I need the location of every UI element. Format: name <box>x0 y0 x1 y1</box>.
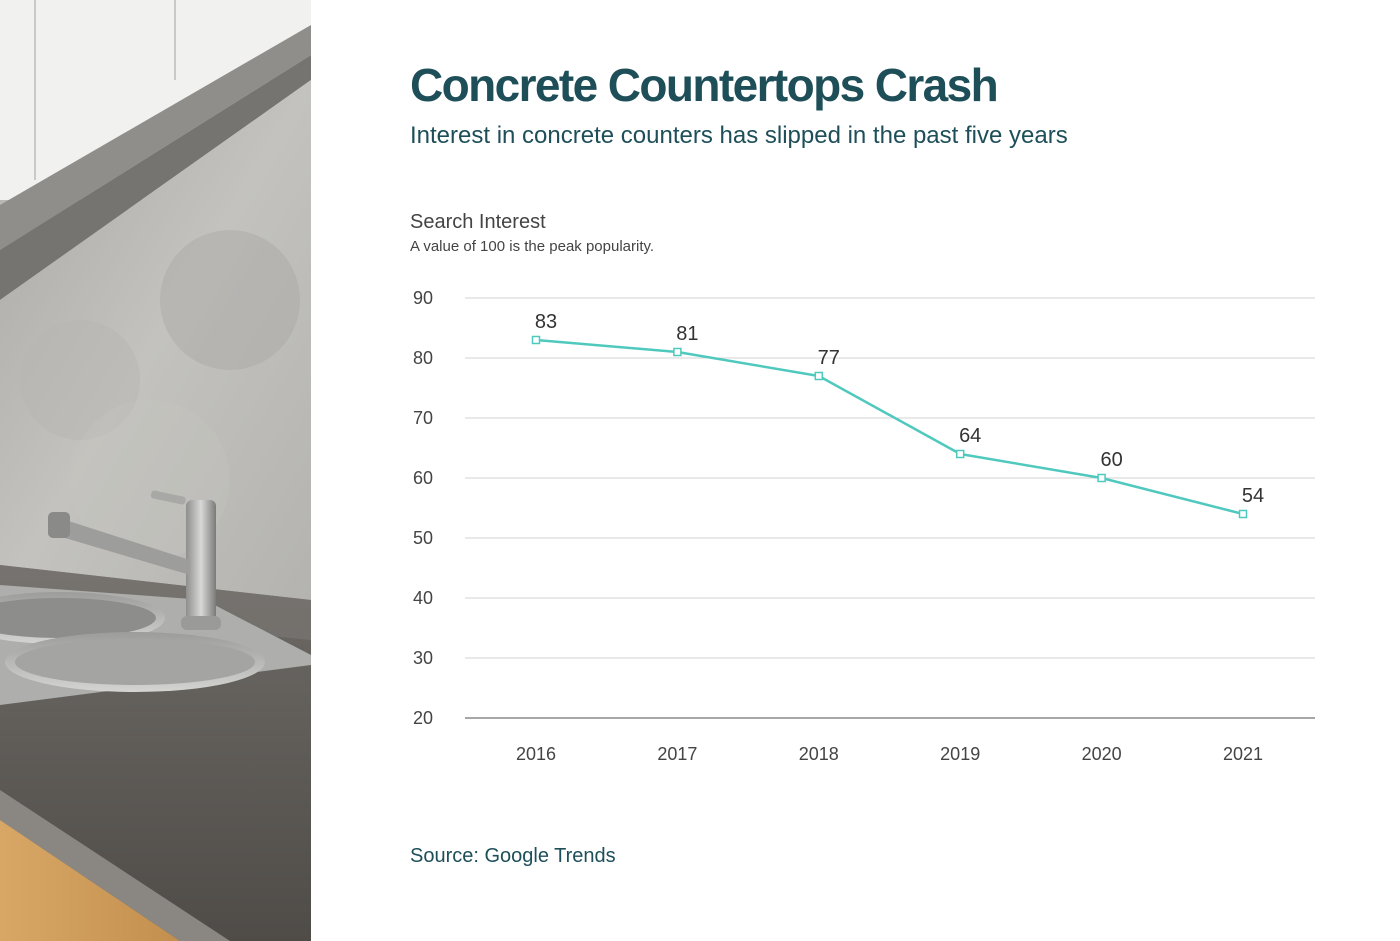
data-point-marker <box>955 449 965 459</box>
page-title: Concrete Countertops Crash <box>410 59 999 111</box>
data-label: 77 <box>818 347 840 369</box>
series-line <box>535 338 1244 516</box>
y-tick-label: 30 <box>413 648 433 668</box>
data-label: 83 <box>535 311 557 333</box>
chart-title: Search Interest <box>410 211 546 233</box>
y-tick-label: 50 <box>413 528 433 548</box>
kitchen-photo <box>0 0 311 941</box>
y-tick-label: 60 <box>413 468 433 488</box>
x-axis-tick-labels: 2016 2017 2018 2019 2020 2021 <box>516 744 1263 764</box>
chart-subtitle: A value of 100 is the peak popularity. <box>410 238 655 255</box>
data-point-marker <box>531 335 541 345</box>
x-tick-label: 2020 <box>1082 744 1122 764</box>
x-tick-label: 2019 <box>940 744 980 764</box>
data-labels: 83 81 77 64 60 54 <box>535 311 1264 507</box>
data-point-marker <box>673 347 682 357</box>
x-tick-label: 2017 <box>657 744 697 764</box>
data-label: 81 <box>676 323 698 345</box>
chart-panel: Concrete Countertops Crash Interest in c… <box>311 0 1400 941</box>
x-tick-label: 2016 <box>516 744 556 764</box>
y-tick-label: 80 <box>413 348 433 368</box>
source-note: Source: Google Trends <box>410 845 616 867</box>
data-label: 60 <box>1100 449 1122 471</box>
y-axis-tick-labels: 20 30 40 50 60 70 80 90 <box>413 288 433 728</box>
y-tick-label: 40 <box>413 588 433 608</box>
x-tick-label: 2018 <box>799 744 839 764</box>
gridlines <box>465 297 1315 719</box>
x-tick-label: 2021 <box>1223 744 1263 764</box>
data-point-marker <box>814 371 824 381</box>
kitchen-sink-illustration <box>0 0 311 941</box>
data-series <box>531 335 1248 519</box>
data-point-marker <box>1238 509 1248 519</box>
line-chart: 20 30 40 50 60 70 80 90 2016 2017 2018 2019 2020 202… <box>413 288 1315 764</box>
data-label: 64 <box>959 425 981 447</box>
y-tick-label: 70 <box>413 408 433 428</box>
y-tick-label: 90 <box>413 288 433 308</box>
data-label: 54 <box>1242 485 1264 507</box>
page-subtitle: Interest in concrete counters has slippe… <box>410 122 1068 149</box>
y-tick-label: 20 <box>413 708 433 728</box>
data-point-marker <box>1097 473 1106 483</box>
